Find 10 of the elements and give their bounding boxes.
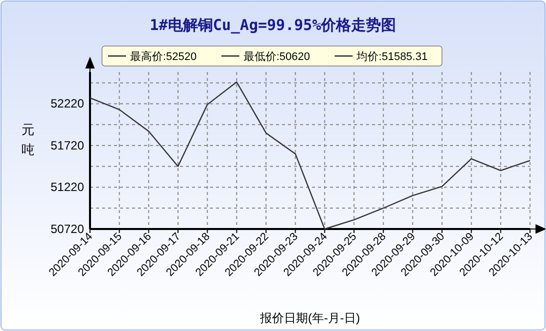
text: 最低价:50620 (243, 51, 310, 63)
y-tick-label: 51720 (50, 138, 84, 152)
y-tick-label: 50720 (50, 222, 84, 236)
y-axis-title: 元吨 (22, 122, 34, 157)
y-tick-label: 52220 (50, 96, 84, 111)
x-axis-title: 报价日期(年-月-日) (259, 311, 360, 325)
text: 均价:51585.31 (356, 51, 428, 63)
chart-title: 1#电解铜Cu_Ag=99.95%价格走势图 (150, 16, 396, 34)
text: 最高价:52520 (130, 50, 197, 63)
y-tick-label: 51220 (50, 180, 84, 194)
